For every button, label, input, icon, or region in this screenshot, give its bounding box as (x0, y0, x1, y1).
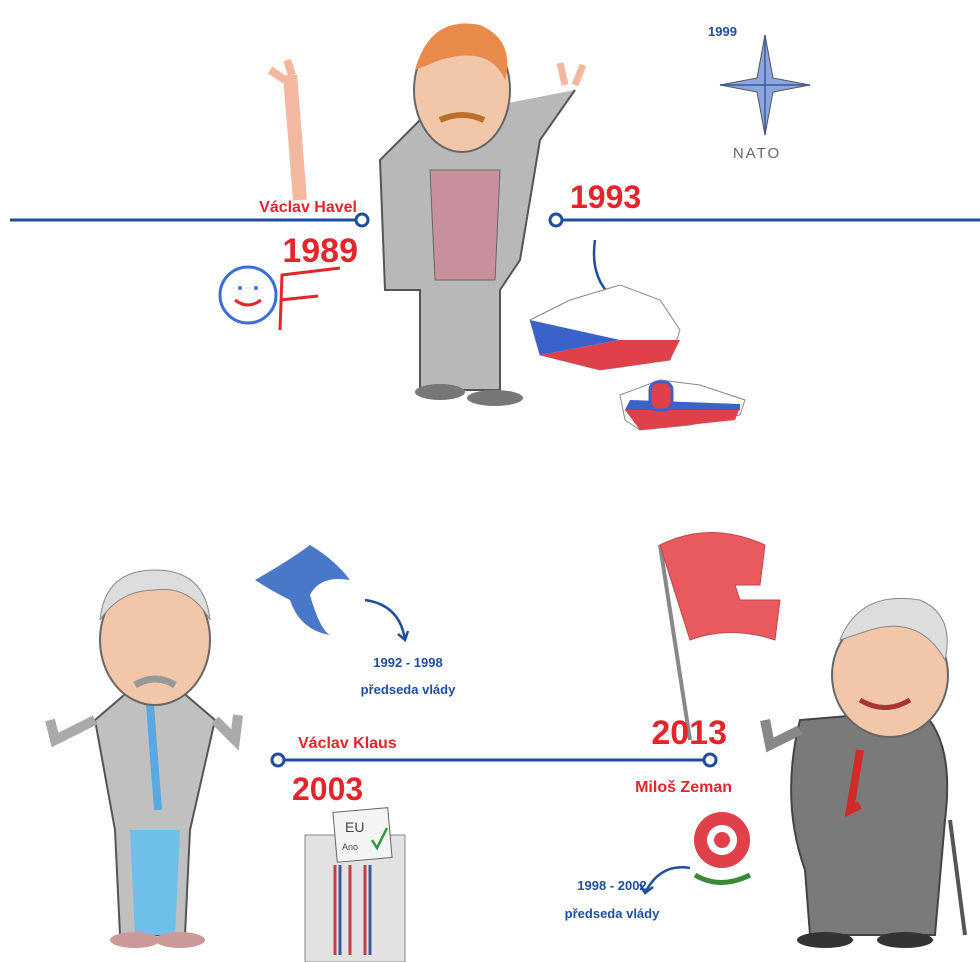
flag (660, 533, 780, 741)
year-1993: 1993 (570, 179, 641, 215)
zeman-drawing (765, 598, 965, 948)
klaus-pm-years: 1992 - 1998 (373, 655, 442, 670)
bird (255, 545, 350, 635)
klaus-name: Václav Klaus (298, 735, 397, 752)
timeline-dot (550, 214, 562, 226)
year-1989: 1989 (282, 232, 358, 270)
klaus-drawing (50, 570, 238, 948)
havel-name: Václav Havel (259, 199, 357, 216)
nato-label: NATO (733, 145, 781, 162)
nato-year: 1999 (708, 24, 737, 39)
zeman-pm-role: předseda vlády (565, 906, 660, 921)
timeline-dot (356, 214, 368, 226)
of-logo (220, 267, 340, 330)
klaus-pm-role: předseda vlády (361, 682, 456, 697)
arrow (594, 240, 610, 295)
map-slovakia (620, 380, 745, 430)
timeline-dot (704, 754, 716, 766)
timeline-dot (272, 754, 284, 766)
year-2003: 2003 (292, 771, 363, 807)
ballot-vote: Ano (342, 842, 358, 852)
nato-star (720, 35, 810, 135)
illustration: Václav Havel 1989 1993 1999 NATO EU Ano (0, 0, 980, 962)
rose-logo (694, 812, 750, 883)
zeman-pm-years: 1998 - 2002 (577, 878, 646, 893)
map-czech (530, 285, 680, 370)
year-2013: 2013 (651, 714, 727, 752)
zeman-name: Miloš Zeman (635, 779, 732, 796)
ballot-title: EU (345, 819, 364, 835)
